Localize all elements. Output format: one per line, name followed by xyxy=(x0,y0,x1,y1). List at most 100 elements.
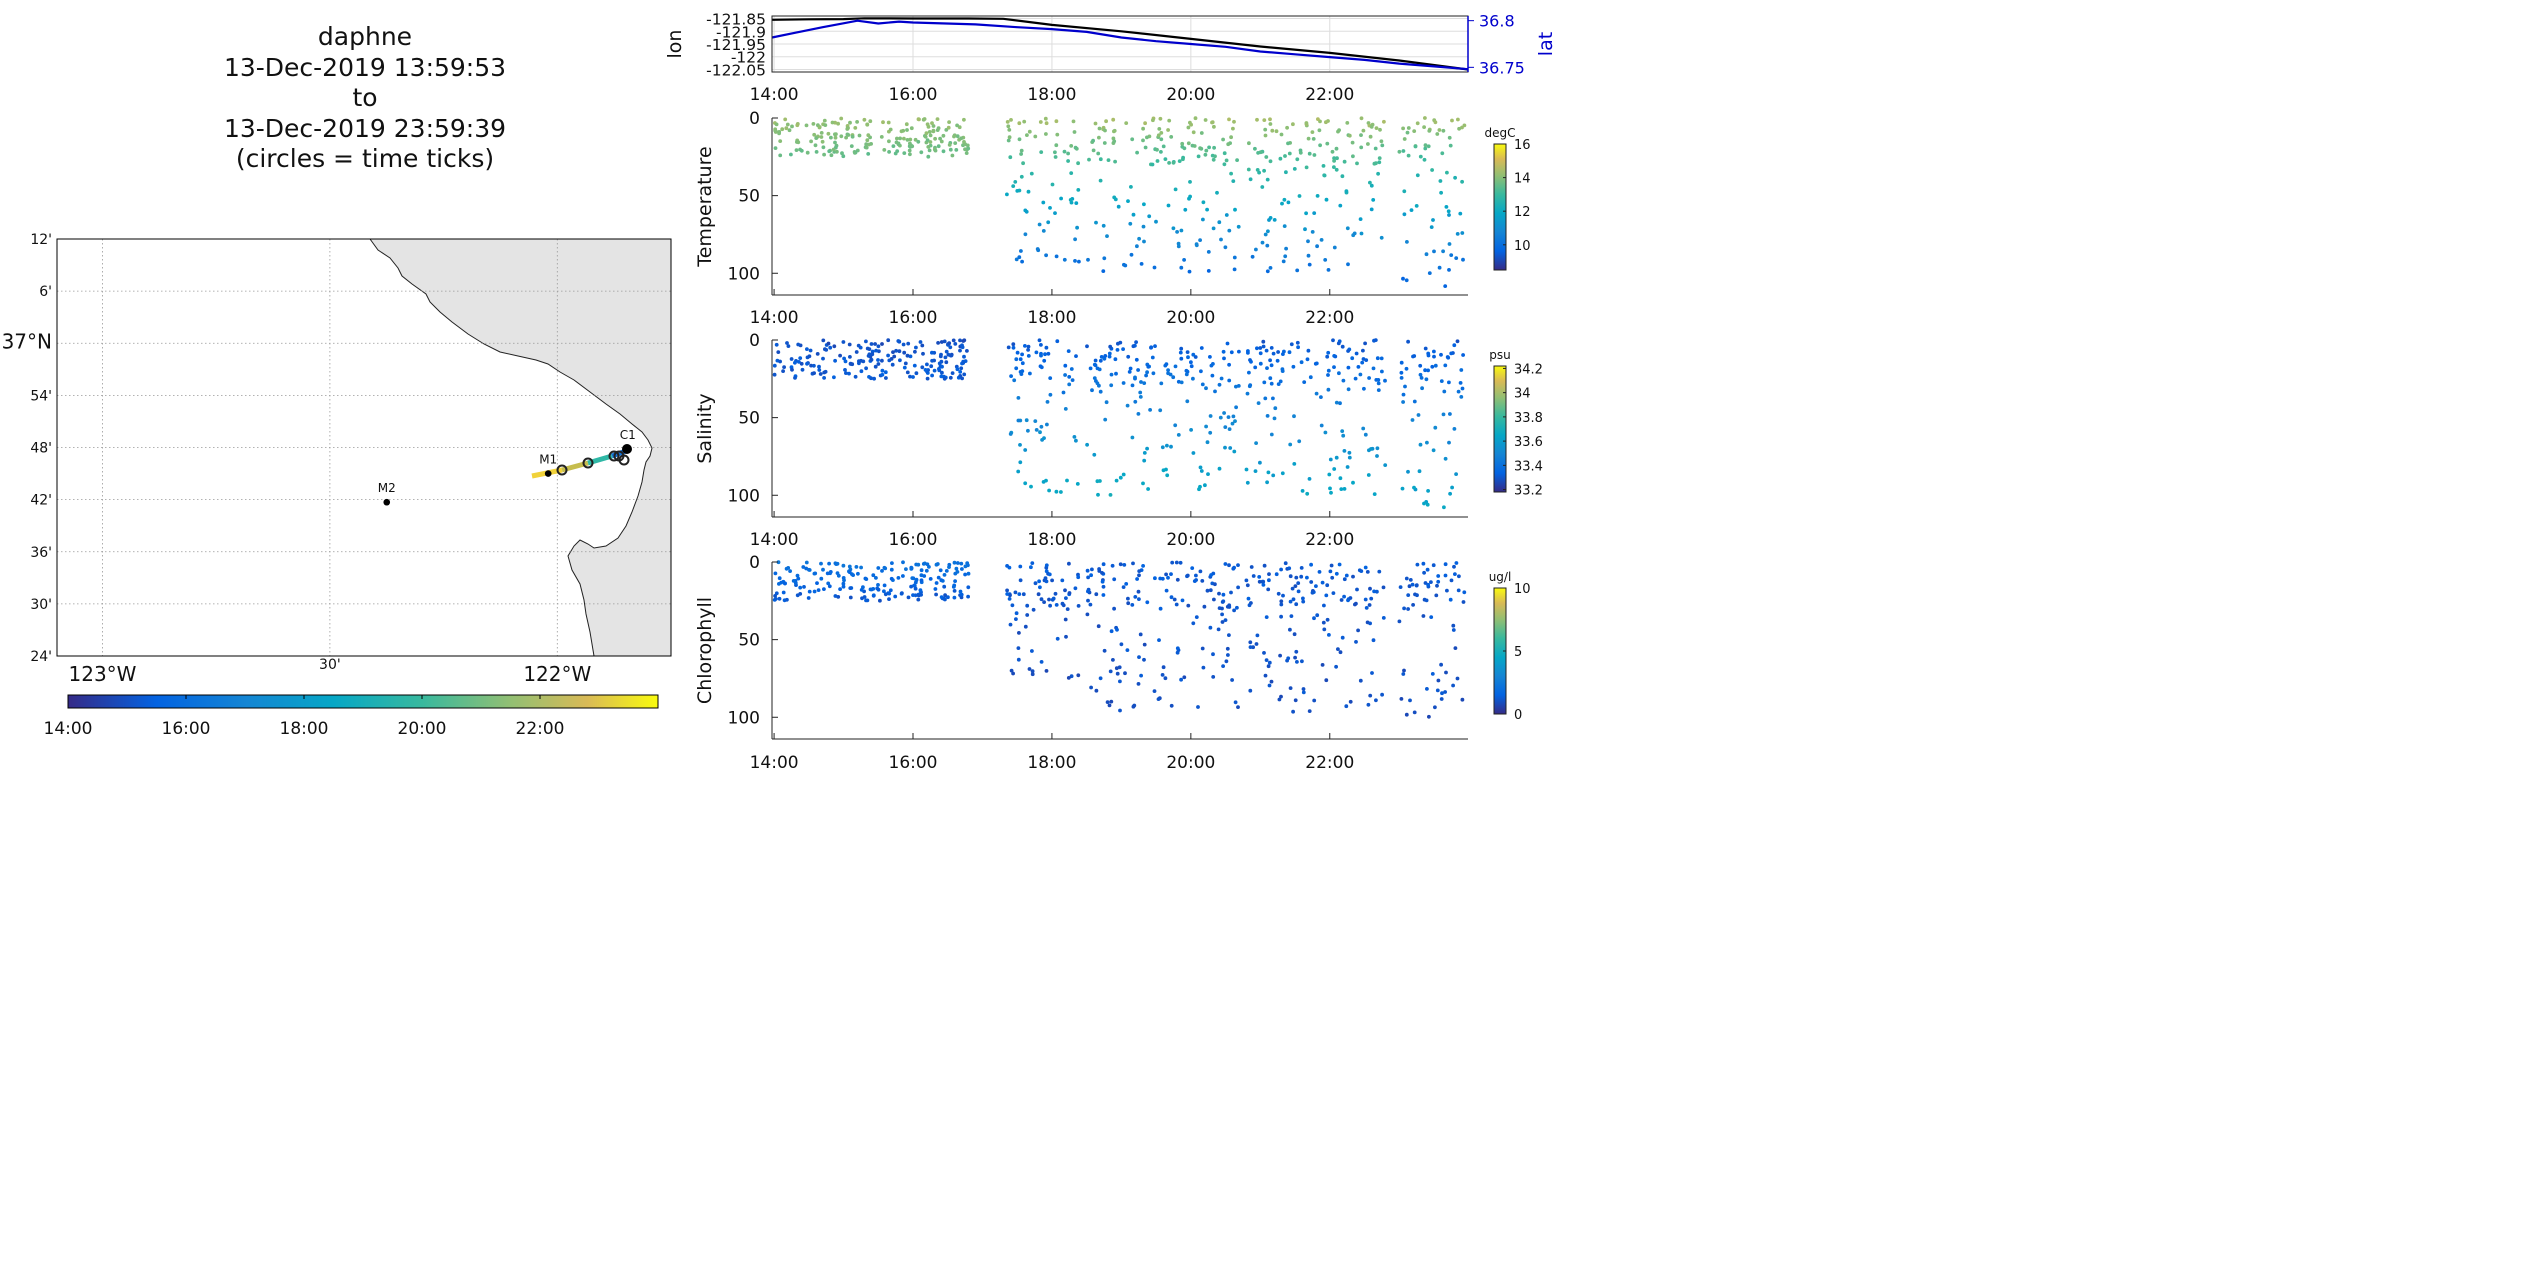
sample-point xyxy=(1261,339,1266,344)
sample-point xyxy=(1160,673,1165,677)
sample-point xyxy=(1462,123,1467,128)
sample-point xyxy=(1146,487,1150,491)
sample-point xyxy=(1377,569,1382,574)
sample-point xyxy=(1402,668,1406,673)
sample-point xyxy=(1145,135,1149,140)
sample-point xyxy=(1297,194,1302,198)
sample-point xyxy=(1118,562,1123,567)
sample-point xyxy=(966,594,970,599)
sample-point xyxy=(829,135,833,140)
sample-point xyxy=(1368,134,1373,139)
mooring-marker xyxy=(383,498,391,506)
sample-point xyxy=(1033,419,1038,423)
time-tick-marker xyxy=(556,464,568,476)
sample-point xyxy=(819,561,823,566)
sample-point xyxy=(1223,245,1228,250)
sample-point xyxy=(783,581,787,586)
time-tick-label: 20:00 xyxy=(1166,753,1215,773)
sample-point xyxy=(778,359,782,364)
sample-point xyxy=(1223,618,1228,622)
sample-point xyxy=(842,356,846,361)
sample-point xyxy=(1283,154,1287,158)
sample-point xyxy=(1174,560,1179,565)
sample-point xyxy=(1039,343,1043,347)
sample-point xyxy=(1377,156,1382,161)
sample-point xyxy=(892,354,897,359)
sample-point xyxy=(1340,429,1345,433)
sample-point xyxy=(1161,665,1166,670)
sample-point xyxy=(1246,349,1250,353)
sample-point xyxy=(827,561,831,566)
sample-point xyxy=(1206,472,1210,476)
sample-point xyxy=(1139,262,1144,266)
colorbar-unit-label: ug/l xyxy=(1489,570,1512,584)
sample-point xyxy=(1185,573,1190,578)
sample-point xyxy=(1044,563,1049,568)
sample-point xyxy=(807,567,811,572)
sample-point xyxy=(1440,691,1444,696)
sample-point xyxy=(1047,597,1051,602)
time-colorbar-tick-label: 20:00 xyxy=(398,719,447,739)
sample-point xyxy=(1103,128,1107,133)
sample-point xyxy=(1294,575,1299,580)
sample-point xyxy=(873,364,878,369)
sample-point xyxy=(1407,584,1412,589)
colorbar-tick-label: 12 xyxy=(1514,205,1531,220)
sample-point xyxy=(1314,361,1319,366)
sample-point xyxy=(1191,352,1196,357)
sample-point xyxy=(1151,118,1155,123)
sample-point xyxy=(1020,259,1024,264)
sample-point xyxy=(1325,583,1330,588)
sample-point xyxy=(1251,574,1256,578)
time-tick-note: (circles = time ticks) xyxy=(235,144,495,173)
lat-axis-label: lat xyxy=(1535,32,1557,56)
sample-point xyxy=(1453,572,1457,576)
sample-point xyxy=(1189,428,1193,432)
sample-point xyxy=(1220,612,1224,617)
sample-point xyxy=(772,363,777,368)
sample-point xyxy=(1430,364,1435,369)
sample-point xyxy=(1291,709,1295,714)
sample-point xyxy=(851,573,855,577)
sample-point xyxy=(1163,676,1168,681)
sample-point xyxy=(1306,136,1311,141)
sample-point xyxy=(1161,468,1166,473)
sample-point xyxy=(1376,388,1381,392)
sample-point xyxy=(781,590,786,595)
sample-point xyxy=(1232,267,1237,272)
sample-point xyxy=(1189,364,1194,369)
sample-point xyxy=(1354,351,1359,356)
colorbar-tick-label: 33.4 xyxy=(1514,459,1543,474)
sample-point xyxy=(1027,667,1032,671)
sample-point xyxy=(1263,673,1268,678)
sample-point xyxy=(1426,144,1431,149)
sample-point xyxy=(1322,173,1327,178)
sample-point xyxy=(812,371,816,375)
sample-point xyxy=(1159,137,1164,142)
sample-point xyxy=(1450,485,1454,490)
sample-point xyxy=(795,123,800,128)
sample-point xyxy=(1348,699,1353,704)
vehicle-name: daphne xyxy=(317,22,413,51)
sample-point xyxy=(1274,129,1279,134)
sample-point xyxy=(1008,432,1013,436)
sample-point xyxy=(1034,350,1039,355)
sample-point xyxy=(1457,126,1461,131)
sample-point xyxy=(1347,450,1352,455)
sample-point xyxy=(1161,144,1166,149)
sample-point xyxy=(796,576,801,581)
sample-point xyxy=(919,568,924,573)
map-lat-labels: 12'6'37°N54'48'42'36'30'24' xyxy=(2,232,52,665)
sample-point xyxy=(854,350,859,354)
sample-point xyxy=(959,136,964,141)
sample-point xyxy=(798,356,803,360)
sample-point xyxy=(1321,620,1326,625)
sample-point xyxy=(1310,230,1315,234)
sample-point xyxy=(1023,232,1028,237)
sample-point xyxy=(1053,211,1057,216)
sample-point xyxy=(1096,151,1101,156)
sample-point xyxy=(1054,143,1059,148)
map-lat-label: 30' xyxy=(30,597,52,613)
sample-point xyxy=(912,363,917,368)
sample-point xyxy=(965,561,970,565)
